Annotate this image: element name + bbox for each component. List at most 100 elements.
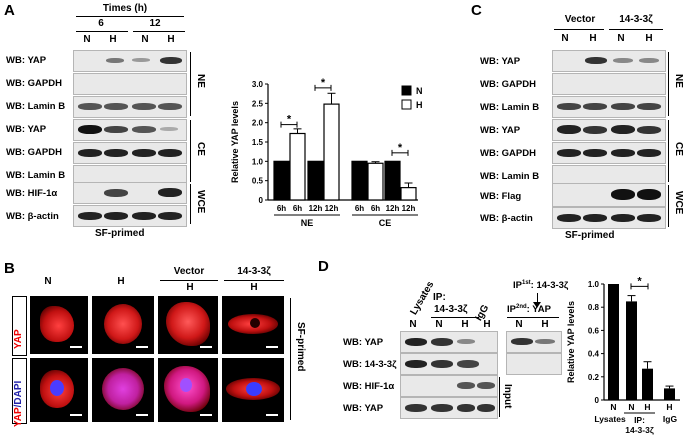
row-label-box [12, 358, 27, 424]
time-12: 12 [149, 18, 161, 29]
wb-label: WB: Lamin B [6, 101, 66, 112]
panel-label-d: D [318, 258, 329, 275]
arrow-down-icon [533, 302, 541, 308]
lane-label: H [109, 34, 117, 45]
y-tick-label: 0.5 [252, 177, 264, 186]
blot-c-gapdh-ne [552, 73, 666, 95]
col-label: N [44, 276, 52, 287]
bar [608, 284, 619, 400]
wb-label: WB: Flag [480, 191, 522, 202]
lane-label: H [589, 33, 597, 44]
blot-d-yap-input [400, 397, 498, 419]
micrograph-merge-z [222, 358, 284, 422]
blot-d-14-3-3-seq [506, 353, 562, 375]
bar [289, 132, 306, 201]
ip2-line [507, 317, 559, 318]
group-ne: NE [673, 74, 684, 88]
group-label: NE [301, 218, 314, 228]
bar [384, 160, 401, 201]
row-label-yap-dapi: YAP/DAPI [13, 380, 24, 427]
blot-hif-wce [73, 182, 187, 204]
bar [642, 368, 653, 400]
wb-label: WB: YAP [343, 403, 384, 414]
x-tick-label: 6h [371, 204, 380, 213]
lane-label: N [435, 319, 443, 330]
ip-target: 14-3-3ζ [434, 304, 468, 315]
wb-label: WB: GAPDH [6, 78, 62, 89]
y-tick-label: 1.0 [588, 280, 600, 289]
vector-label: Vector [564, 14, 596, 25]
wb-label: WB: β-actin [6, 211, 59, 222]
micrograph-yap-n [30, 296, 88, 354]
col-label: H [117, 276, 125, 287]
group-line [190, 52, 191, 116]
y-tick-label: 0.8 [588, 303, 600, 312]
lane-label: H [541, 319, 549, 330]
x-tick-label: 12h [325, 204, 339, 213]
col-sub: H [250, 282, 258, 293]
lane-label: N [561, 33, 569, 44]
group-wce: WCE [195, 190, 206, 214]
lane-label: H [645, 33, 653, 44]
group-label: Lysates [594, 414, 626, 424]
x-tick-label: 12h [309, 204, 323, 213]
y-tick-label: 2.5 [252, 99, 264, 108]
blot-yap-ce [73, 119, 187, 141]
z-label: 14-3-3ζ [619, 14, 653, 25]
blot-gapdh-ne [73, 73, 187, 95]
micrograph-merge-n [30, 358, 88, 422]
micrograph-yap-h [92, 296, 154, 354]
legend-label: N [416, 86, 423, 96]
row-label-box [12, 296, 27, 356]
ip-line [431, 317, 479, 318]
blot-d-14-3-3 [400, 353, 498, 375]
y-axis-label: Relative YAP levels [230, 101, 240, 183]
ip-label: IP: [433, 292, 446, 303]
y-tick-label: 1.0 [252, 157, 264, 166]
bar [400, 187, 417, 201]
legend-swatch-h [401, 99, 412, 110]
micrograph-merge-h [92, 358, 154, 422]
wb-label: WB: β-actin [480, 213, 533, 224]
bar [626, 301, 637, 400]
x-tick-label: 12h [402, 204, 416, 213]
group-label: CE [379, 218, 392, 228]
time12-line [133, 31, 185, 32]
wb-label: WB: GAPDH [6, 147, 62, 158]
input-line [499, 377, 500, 417]
micrograph-merge-vector [158, 358, 218, 422]
group-wce: WCE [673, 191, 684, 215]
times-title: Times (h) [102, 3, 148, 14]
wb-label: WB: YAP [6, 55, 47, 66]
y-tick-label: 1.5 [252, 138, 264, 147]
x-tick-label: 12h [386, 204, 400, 213]
legend-swatch-n [401, 85, 412, 96]
ip1-label: IP1st: 14-3-3ζ [513, 280, 569, 292]
bar [273, 160, 290, 201]
sig-star: * [637, 275, 642, 287]
x-tick-label: 6h [277, 204, 286, 213]
time6-line [76, 31, 128, 32]
group-line [190, 184, 191, 224]
sf-primed-label: SF-primed [95, 228, 145, 239]
blot-laminb-ne [73, 96, 187, 118]
blot-c-actin [552, 207, 666, 229]
row-label-yap: YAP [13, 329, 24, 349]
group-line [290, 298, 291, 420]
col-line [160, 280, 218, 281]
y-tick-label: 0.6 [588, 326, 600, 335]
group-line [668, 52, 669, 116]
wb-label: WB: Lamin B [480, 102, 540, 113]
y-tick-label: 0 [595, 396, 600, 405]
y-axis-label: Relative YAP levels [566, 301, 576, 383]
bar [351, 160, 368, 201]
panel-label-c: C [471, 2, 482, 19]
col-label: Vector [173, 266, 205, 277]
y-tick-label: 0.4 [588, 350, 600, 359]
wb-label: WB: GAPDH [480, 79, 536, 90]
panel-label-b: B [4, 260, 15, 277]
blot-c-gapdh-ce [552, 142, 666, 164]
y-tick-label: 0 [259, 196, 264, 205]
group-ce: CE [195, 142, 206, 156]
